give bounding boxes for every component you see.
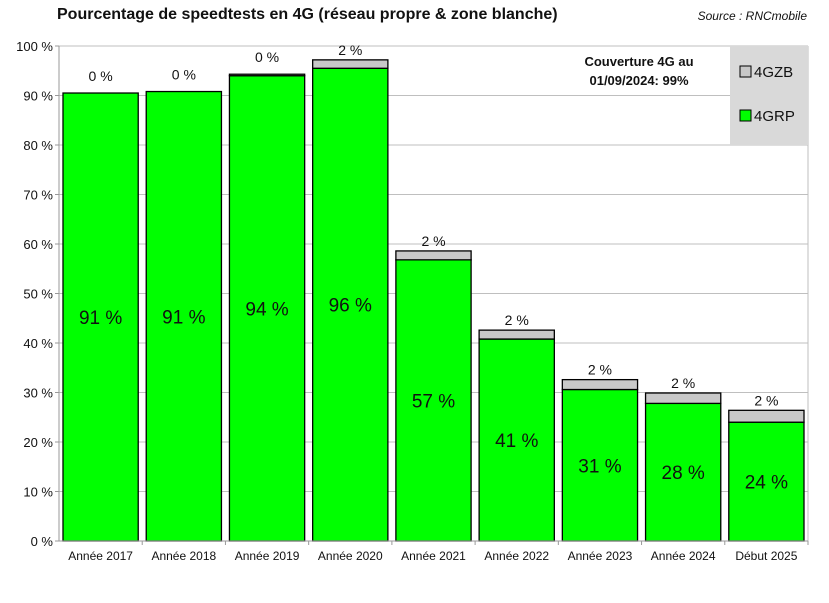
value-label-4grp: 41 % bbox=[495, 431, 538, 452]
bar-4grp bbox=[478, 338, 555, 542]
x-tick-label: Année 2022 bbox=[484, 549, 549, 563]
value-label-4gzb: 2 % bbox=[338, 42, 362, 58]
legend-label-4grp: 4GRP bbox=[754, 108, 795, 125]
legend: 4GZB 4GRP bbox=[730, 46, 808, 145]
x-tick-label: Année 2018 bbox=[151, 549, 216, 563]
value-label-4gzb: 2 % bbox=[588, 362, 612, 378]
bar-4grp bbox=[561, 388, 639, 542]
chart-title: Pourcentage de speedtests en 4G (réseau … bbox=[57, 6, 558, 23]
bar-4grp bbox=[728, 421, 805, 542]
value-label-4gzb: 2 % bbox=[505, 312, 529, 328]
x-tick-label: Année 2020 bbox=[318, 549, 383, 563]
value-label-4grp: 28 % bbox=[662, 463, 705, 484]
y-tick-label: 50 % bbox=[23, 287, 53, 302]
value-label-4grp: 91 % bbox=[162, 307, 205, 328]
value-label-4grp: 24 % bbox=[745, 473, 788, 494]
x-tick-label: Année 2019 bbox=[235, 549, 300, 563]
coverage-annotation-line2: 01/09/2024: 99% bbox=[589, 73, 688, 88]
x-tick-label: Année 2024 bbox=[651, 549, 716, 563]
bar-4gzb bbox=[228, 73, 306, 77]
bar-4gzb bbox=[728, 409, 805, 423]
coverage-annotation-line1: Couverture 4G au bbox=[584, 54, 693, 69]
legend-label-4gzb: 4GZB bbox=[754, 64, 793, 81]
value-label-4grp: 91 % bbox=[79, 308, 122, 329]
bar-4grp bbox=[644, 402, 722, 542]
y-tick-label: 10 % bbox=[23, 485, 53, 500]
x-tick-label: Année 2021 bbox=[401, 549, 466, 563]
chart-source: Source : RNCmobile bbox=[697, 9, 807, 23]
value-label-4grp: 31 % bbox=[578, 456, 621, 477]
y-tick-label: 90 % bbox=[23, 89, 53, 104]
y-tick-label: 60 % bbox=[23, 237, 53, 252]
bar-4gzb bbox=[478, 329, 555, 340]
bar-4gzb bbox=[644, 392, 722, 405]
legend-swatch-4grp bbox=[739, 109, 752, 122]
bar-4grp bbox=[395, 259, 472, 542]
legend-swatch-4gzb bbox=[739, 65, 752, 78]
value-label-4grp: 57 % bbox=[412, 391, 455, 412]
value-label-4gzb: 0 % bbox=[255, 49, 279, 65]
bar-4gzb bbox=[561, 378, 639, 391]
x-tick-label: Année 2023 bbox=[568, 549, 633, 563]
x-tick-label: Début 2025 bbox=[735, 549, 797, 563]
bar-4grp bbox=[312, 67, 389, 542]
value-label-4gzb: 0 % bbox=[172, 67, 196, 83]
y-tick-label: 40 % bbox=[23, 336, 53, 351]
value-label-4gzb: 2 % bbox=[671, 375, 695, 391]
bar-4gzb bbox=[312, 59, 389, 69]
bar-4grp bbox=[228, 75, 306, 542]
bar-4grp bbox=[62, 92, 139, 542]
value-label-4grp: 94 % bbox=[245, 299, 288, 320]
y-tick-label: 80 % bbox=[23, 138, 53, 153]
y-tick-label: 70 % bbox=[23, 188, 53, 203]
y-tick-label: 30 % bbox=[23, 386, 53, 401]
value-label-4gzb: 0 % bbox=[89, 68, 113, 84]
y-tick-label: 0 % bbox=[31, 534, 54, 549]
y-tick-label: 100 % bbox=[16, 39, 53, 54]
y-tick-label: 20 % bbox=[23, 435, 53, 450]
bar-4gzb bbox=[395, 250, 472, 261]
value-label-4gzb: 2 % bbox=[754, 392, 778, 408]
x-tick-label: Année 2017 bbox=[68, 549, 133, 563]
legend-box bbox=[730, 46, 808, 145]
value-label-4grp: 96 % bbox=[329, 296, 372, 317]
value-label-4gzb: 2 % bbox=[421, 233, 445, 249]
